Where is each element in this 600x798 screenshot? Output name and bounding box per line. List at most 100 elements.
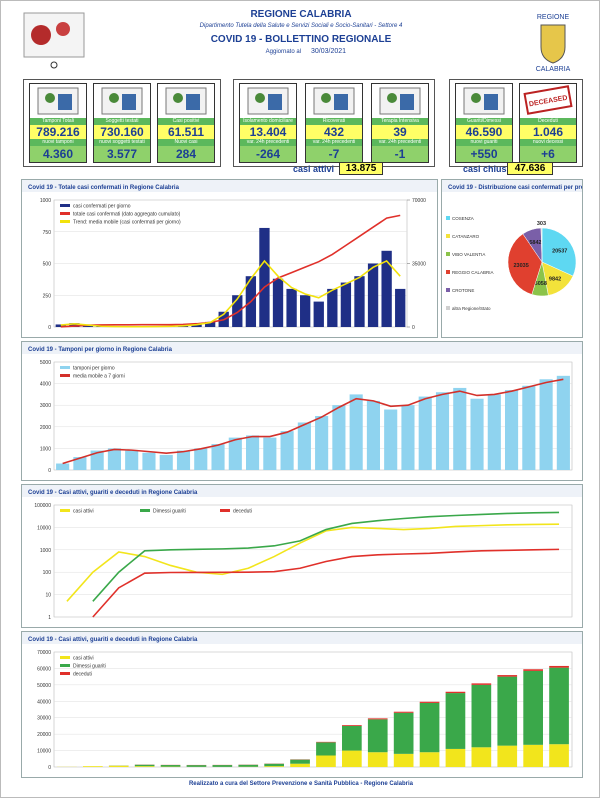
y-tick-label: 0 [48,765,51,771]
chart-title: Covid 19 - Distribuzione casi confermati… [448,185,582,191]
bar [497,675,518,677]
kpi-label: Terapia Intensiva [372,118,428,125]
bar [497,676,518,746]
y-tick-label: 5000 [40,360,51,366]
legend-swatch [60,220,70,223]
kpi-sub-value: +6 [520,146,576,162]
kpi-icon [101,87,143,115]
y2-tick-label: 70000 [412,198,426,204]
icon-figure [173,93,183,103]
y-tick-label: 10000 [37,749,51,755]
title-bar [22,180,437,192]
bar [327,288,338,327]
bar [286,288,297,327]
bar [194,448,208,470]
group-tests [23,79,221,167]
y-tick-label: 100000 [34,503,51,509]
bar [471,684,492,748]
bar [73,457,87,470]
bar [280,431,294,470]
virus-icon [23,12,85,69]
legend-swatch [446,234,450,238]
region-logo: REGIONE CALABRIA [536,14,571,73]
kpi-sub-label: nuovi decessi [520,139,576,146]
bar [549,744,569,767]
bar [55,324,66,327]
panel: Covid 19 - Casi attivi, guariti e decedu… [21,631,583,778]
line [92,511,560,602]
legend-swatch [60,374,70,377]
group-hospital [233,79,435,167]
bar [263,437,277,470]
bar [381,250,392,327]
icon-figure [321,93,331,103]
logo-top: REGIONE [537,14,570,21]
slice-label: 5842 [529,240,541,246]
bar [332,405,346,470]
bar [108,765,129,767]
bar [342,750,362,767]
bar [556,375,570,470]
legend-label: casi attivi [73,656,94,662]
chart-title: Covid 19 - Casi attivi, guariti e decedu… [28,490,198,496]
bar [419,752,440,767]
bar [204,321,216,327]
bar [471,683,492,685]
y-tick-label: 20000 [37,732,51,738]
kpi-sub-label: var. 24h precedenti [372,139,428,146]
bar [384,409,398,470]
legend-swatch [60,212,70,215]
bar [522,385,536,470]
kpi-sub-value: 284 [158,146,214,162]
panel: Covid 19 - Tamponi per giorno in Regione… [21,341,583,481]
bulletin-title: COVID 19 - BOLLETTINO REGIONALE [210,34,392,45]
bar [367,719,388,753]
kpi-icon [463,87,505,115]
kpi-label: Casi positivi [158,118,214,125]
legend-label: deceduti [73,672,92,678]
kpi-box: Ricoverati 432 var. 24h precedenti -7 [305,83,363,163]
department: Dipartimento Tutela della Salute e Servi… [199,23,403,29]
icon-figure [334,94,348,110]
pie-slice [541,227,577,277]
kpi-sub-value: +550 [456,146,512,162]
legend-swatch [446,306,450,310]
kpi-sub-label: nuovi soggetti testati [94,139,150,146]
y-tick-label: 30000 [37,716,51,722]
y-tick-label: 1000 [40,446,51,452]
bar [264,766,284,767]
legend-label: tamponi per giorno [73,366,115,372]
bar [316,742,336,756]
bar [418,396,432,470]
virus [31,25,51,45]
icon-figure [45,93,55,103]
kpi-icon [313,87,355,115]
legend-label: casi attivi [73,509,94,515]
kpi-icon [165,87,207,115]
legend-swatch [446,252,450,256]
updated-label: Aggiornato al [265,49,301,55]
legend-label: CATANZARO [452,234,480,239]
kpi-value: 13.404 [240,125,296,139]
y-tick-label: 50000 [37,683,51,689]
bar [238,764,259,767]
kpi-sub-value: -1 [372,146,428,162]
legend-label: CROTONE [452,288,474,293]
kpi-value: 1.046 [520,125,576,139]
y2-tick-label: 35000 [412,262,426,268]
y-tick-label: 0 [48,325,51,331]
icon-figure [255,93,265,103]
bar [176,450,191,470]
bar [83,766,103,767]
kpi-label: Isolamento domiciliare [240,118,296,125]
bar [69,323,80,327]
legend-swatch [60,656,70,659]
bar [315,416,329,470]
y-tick-label: 1000 [40,548,51,554]
updated-date: 30/03/2021 [311,48,347,55]
legend-swatch [60,664,70,667]
kpi-icon [379,87,421,115]
bar [523,744,543,767]
bar [445,691,466,694]
legend-label: totale casi confermati (dato aggregato c… [73,212,181,218]
